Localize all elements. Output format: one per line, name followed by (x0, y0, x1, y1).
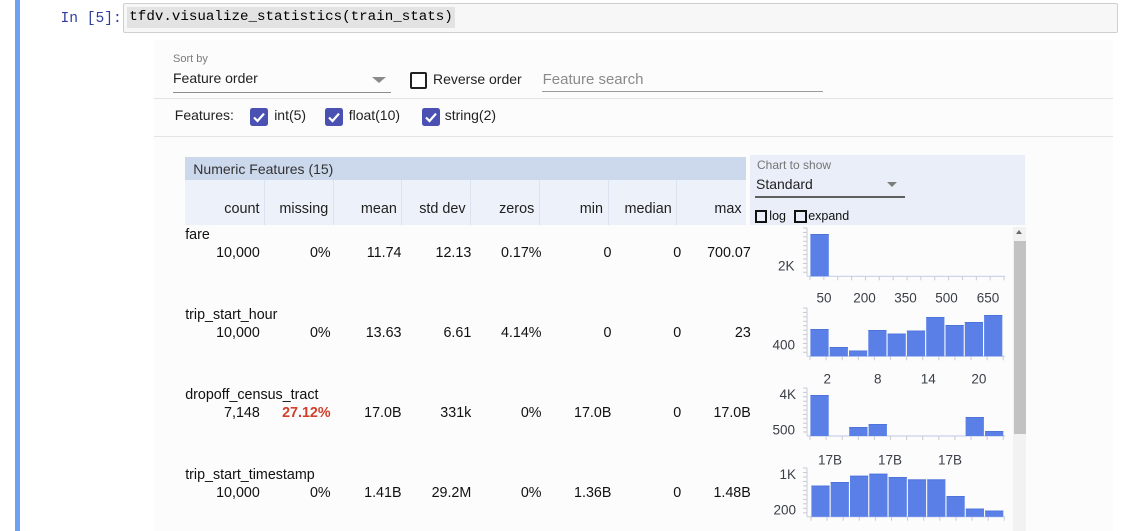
svg-text:20: 20 (971, 372, 986, 387)
svg-text:650: 650 (977, 291, 1000, 306)
svg-text:14: 14 (921, 372, 937, 387)
svg-text:200: 200 (773, 503, 796, 518)
svg-text:2K: 2K (778, 259, 795, 274)
svg-text:4K: 4K (779, 387, 796, 402)
svg-text:2: 2 (824, 372, 832, 387)
svg-text:500: 500 (772, 423, 795, 438)
svg-text:1K: 1K (779, 467, 796, 482)
svg-text:17B: 17B (938, 453, 962, 468)
svg-text:500: 500 (935, 291, 958, 306)
svg-text:50: 50 (816, 291, 831, 306)
svg-text:200: 200 (853, 291, 876, 306)
svg-text:17B: 17B (878, 453, 902, 468)
svg-text:8: 8 (874, 372, 882, 387)
svg-text:17B: 17B (818, 453, 842, 468)
svg-text:400: 400 (772, 338, 795, 353)
svg-text:350: 350 (894, 291, 917, 306)
